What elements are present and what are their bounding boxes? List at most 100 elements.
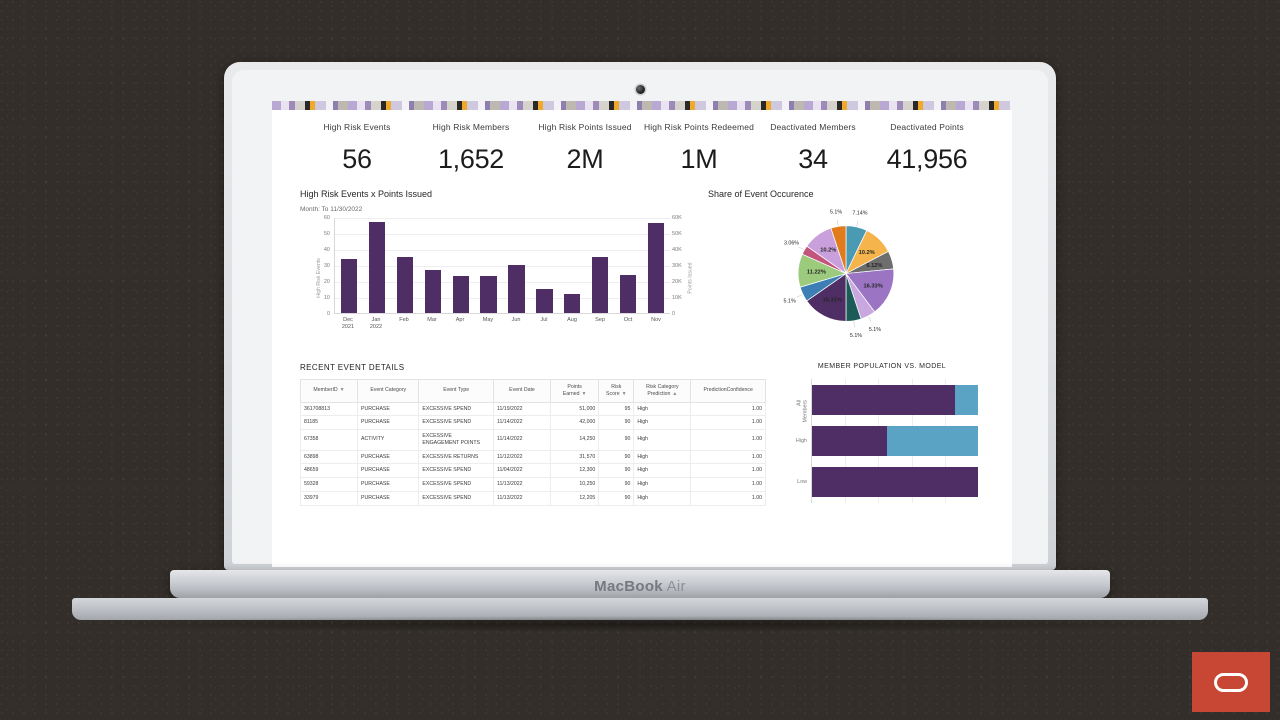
- table-cell: 51,000: [549, 401, 600, 417]
- kpi-label: Deactivated Members: [770, 122, 856, 132]
- bar-cell[interactable]: [558, 218, 586, 313]
- pie-chart[interactable]: 7.14% 10.2% 6.12% 16.33% 5.1% 5.1% 15.31% 5.1% 1…: [708, 205, 984, 355]
- kpi-value: 1,652: [437, 144, 505, 174]
- category-label: All Members: [796, 399, 808, 423]
- laptop-screen: High Risk Events 56 High Risk Members 1,…: [272, 101, 1012, 567]
- macbook-air-wordmark: MacBook Air: [170, 578, 1110, 595]
- table-cell: EXCESSIVE SPEND: [418, 415, 494, 430]
- member-population-chart[interactable]: All Members High Low: [780, 379, 984, 503]
- table-cell: EXCESSIVE SPEND: [418, 401, 494, 417]
- table-cell: 14,250: [549, 429, 600, 451]
- kpi-high-risk-events[interactable]: High Risk Events 56: [300, 122, 414, 175]
- table-cell: 1.00: [690, 429, 766, 451]
- bar-cell[interactable]: [335, 218, 363, 313]
- table-cell: EXCESSIVE SPEND: [418, 463, 494, 478]
- table-cell: 10,250: [549, 477, 600, 492]
- pie-slice[interactable]: [845, 268, 895, 313]
- table-cell: High: [633, 429, 692, 451]
- combo-y-axis-ticks: 0 10 20 30 40 50 60: [323, 215, 330, 317]
- bar-cell[interactable]: [419, 218, 447, 313]
- pie-slice[interactable]: [830, 225, 847, 274]
- combo-chart-title: High Risk Events x Points Issued: [300, 189, 433, 199]
- combo-chart[interactable]: High Risk Events Points Issued 0 10 20 30 40…: [300, 215, 700, 338]
- table-cell: PURCHASE: [357, 463, 420, 478]
- pie-slice-label: 11.22%: [807, 269, 826, 275]
- table-cell: 1.00: [690, 449, 766, 465]
- bar: [564, 293, 581, 313]
- gridline: [335, 234, 670, 235]
- bar-cell[interactable]: [642, 218, 670, 313]
- recent-event-details-title: RECENT EVENT DETAILS: [300, 363, 405, 372]
- bar-cell[interactable]: [614, 218, 642, 313]
- table-row[interactable]: 81185 PURCHASE EXCESSIVE SPEND 11/14/2022 42…: [299, 415, 766, 430]
- table-cell: High: [633, 477, 692, 492]
- combo-x-axis-labels: Dec 2021 Jan 2022 Feb Mar Apr May Jun Jul Aug Sep Oc…: [334, 317, 670, 332]
- table-cell: High: [633, 449, 692, 465]
- bar-segment: [954, 384, 978, 415]
- stacked-bar[interactable]: [812, 384, 978, 415]
- sort-caret-icon[interactable]: ▼: [581, 390, 587, 397]
- kpi-deactivated-members[interactable]: Deactivated Members 34: [756, 122, 870, 175]
- table-column-header[interactable]: Event Date: [492, 379, 552, 403]
- table-cell: 11/04/2022: [492, 463, 552, 478]
- sort-caret-icon[interactable]: ▲: [672, 390, 678, 397]
- table-column-header[interactable]: Risk Score ▼: [598, 379, 635, 403]
- sort-caret-icon[interactable]: ▼: [339, 387, 345, 394]
- bar-cell[interactable]: [475, 218, 503, 313]
- table-cell: EXCESSIVE SPEND: [418, 477, 494, 492]
- table-cell: 90: [598, 429, 635, 451]
- bar-cell[interactable]: [391, 218, 419, 313]
- table-column-header[interactable]: Points Earned ▼: [549, 379, 600, 403]
- kpi-label: High Risk Points Redeemed: [643, 122, 755, 132]
- table-column-header[interactable]: Event Category: [357, 379, 420, 403]
- laptop-shadow: [60, 616, 1220, 632]
- table-cell: EXCESSIVE SPEND: [418, 490, 494, 506]
- bar-segment: [886, 426, 978, 456]
- bar-cell[interactable]: [530, 218, 558, 313]
- table-row[interactable]: 63898 PURCHASE EXCESSIVE RETURNS 11/12/2022…: [299, 449, 766, 465]
- table-cell: 1.00: [690, 490, 766, 506]
- sort-caret-icon[interactable]: ▼: [621, 390, 627, 397]
- stacked-bar[interactable]: [812, 426, 978, 456]
- stacked-bar[interactable]: [812, 467, 978, 498]
- bar: [508, 265, 525, 313]
- pie-slice-label: 10.2%: [859, 250, 875, 256]
- table-cell: High: [633, 490, 692, 506]
- bar-cell[interactable]: [503, 218, 531, 313]
- table-row[interactable]: 48659 PURCHASE EXCESSIVE SPEND 11/04/2022 12…: [299, 463, 766, 478]
- brand-light: Air: [666, 578, 686, 595]
- kpi-high-risk-points-redeemed[interactable]: High Risk Points Redeemed 1M: [642, 122, 756, 175]
- x-axis-tick-label: Dec 2021: [341, 317, 355, 331]
- bar: [340, 258, 358, 313]
- table-row[interactable]: 67358 ACTIVITY EXCESSIVE ENGAGEMENT POINTS…: [299, 429, 766, 451]
- kpi-high-risk-members[interactable]: High Risk Members 1,652: [414, 122, 528, 175]
- oracle-o-icon: [1214, 672, 1248, 692]
- pie-slice-label: 5.1%: [850, 333, 862, 339]
- table-cell: 11/13/2022: [492, 490, 552, 506]
- table-column-header[interactable]: PredictionConfidence: [690, 379, 766, 403]
- bar: [452, 276, 469, 313]
- pie-slice-label: 6.12%: [866, 263, 882, 269]
- member-population-category-labels: All Members High Low: [780, 379, 810, 503]
- x-axis-tick-label: Jan 2022: [369, 317, 383, 331]
- combo-y2-axis-ticks: 0 10K 20K 30K 40K 50K 60K: [672, 215, 682, 317]
- recent-events-table[interactable]: MemberID ▼ Event Category Event Type Event D…: [299, 379, 766, 506]
- table-column-header[interactable]: Risk Category Prediction ▲: [633, 379, 692, 403]
- table-column-header[interactable]: MemberID ▼: [299, 379, 359, 403]
- pie-slice-label: 16.33%: [863, 283, 882, 289]
- table-row[interactable]: 361708813 PURCHASE EXCESSIVE SPEND 11/19/20…: [299, 401, 766, 417]
- table-row[interactable]: 59328 PURCHASE EXCESSIVE SPEND 11/13/2022 10…: [299, 477, 766, 492]
- table-cell: 90: [598, 449, 635, 465]
- table-column-header[interactable]: Event Type: [418, 379, 494, 403]
- table-cell: 1.00: [690, 477, 766, 492]
- bar-cell[interactable]: [586, 218, 614, 313]
- kpi-deactivated-points[interactable]: Deactivated Points 41,956: [870, 122, 984, 175]
- table-cell: 1.00: [690, 401, 766, 417]
- table-cell: 48659: [299, 463, 359, 478]
- table-row[interactable]: 33979 PURCHASE EXCESSIVE SPEND 11/13/2022 12…: [299, 490, 766, 506]
- bar-cell[interactable]: [447, 218, 475, 313]
- kpi-high-risk-points-issued[interactable]: High Risk Points Issued 2M: [528, 122, 642, 175]
- bar-cell[interactable]: [363, 218, 391, 313]
- table-cell: High: [633, 415, 692, 430]
